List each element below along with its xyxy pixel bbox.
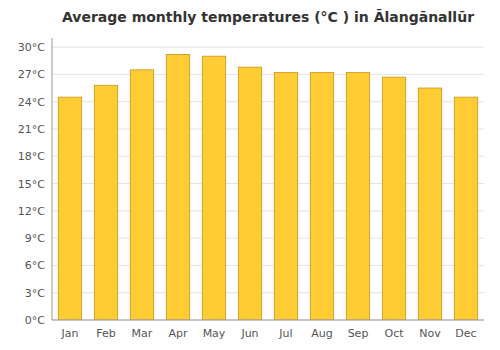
x-tick-label: Dec [455, 327, 476, 340]
bar [310, 73, 333, 320]
y-tick-label: 3°C [25, 287, 45, 300]
x-tick-label: Jul [278, 327, 292, 340]
bar [130, 70, 153, 320]
x-tick-label: Aug [311, 327, 332, 340]
bar [202, 56, 225, 320]
x-tick-label: May [203, 327, 226, 340]
x-tick-label: Jun [240, 327, 258, 340]
chart-container: Average monthly temperatures (°C ) in Āl… [0, 0, 500, 350]
bar [382, 77, 405, 320]
y-tick-label: 0°C [25, 314, 45, 327]
chart-svg: Average monthly temperatures (°C ) in Āl… [0, 0, 500, 350]
y-tick-label: 18°C [18, 150, 45, 163]
x-tick-label: Oct [384, 327, 404, 340]
y-tick-label: 9°C [25, 232, 45, 245]
x-tick-label: Feb [96, 327, 115, 340]
grid-line [52, 74, 484, 75]
chart-title: Average monthly temperatures (°C ) in Āl… [62, 8, 474, 25]
grid-line [52, 47, 484, 48]
bars [58, 54, 477, 320]
x-tick-label: Nov [419, 327, 441, 340]
x-tick-label: Sep [348, 327, 369, 340]
bar [94, 85, 117, 320]
bar [274, 73, 297, 320]
bar [454, 97, 477, 320]
bar [346, 73, 369, 320]
y-tick-label: 12°C [18, 205, 45, 218]
bar [238, 67, 261, 320]
y-tick-label: 30°C [18, 41, 45, 54]
y-tick-label: 21°C [18, 123, 45, 136]
y-tick-label: 27°C [18, 68, 45, 81]
bar [58, 97, 81, 320]
y-axis-line [52, 38, 53, 320]
y-tick-label: 6°C [25, 259, 45, 272]
y-tick-label: 24°C [18, 96, 45, 109]
x-tick-label: Jan [61, 327, 79, 340]
grid-line [52, 320, 484, 321]
x-tick-label: Mar [132, 327, 153, 340]
y-tick-label: 15°C [18, 178, 45, 191]
bar [166, 54, 189, 320]
x-axis-line [52, 320, 484, 321]
x-tick-label: Apr [168, 327, 188, 340]
grid [52, 47, 484, 320]
bar [418, 88, 441, 320]
